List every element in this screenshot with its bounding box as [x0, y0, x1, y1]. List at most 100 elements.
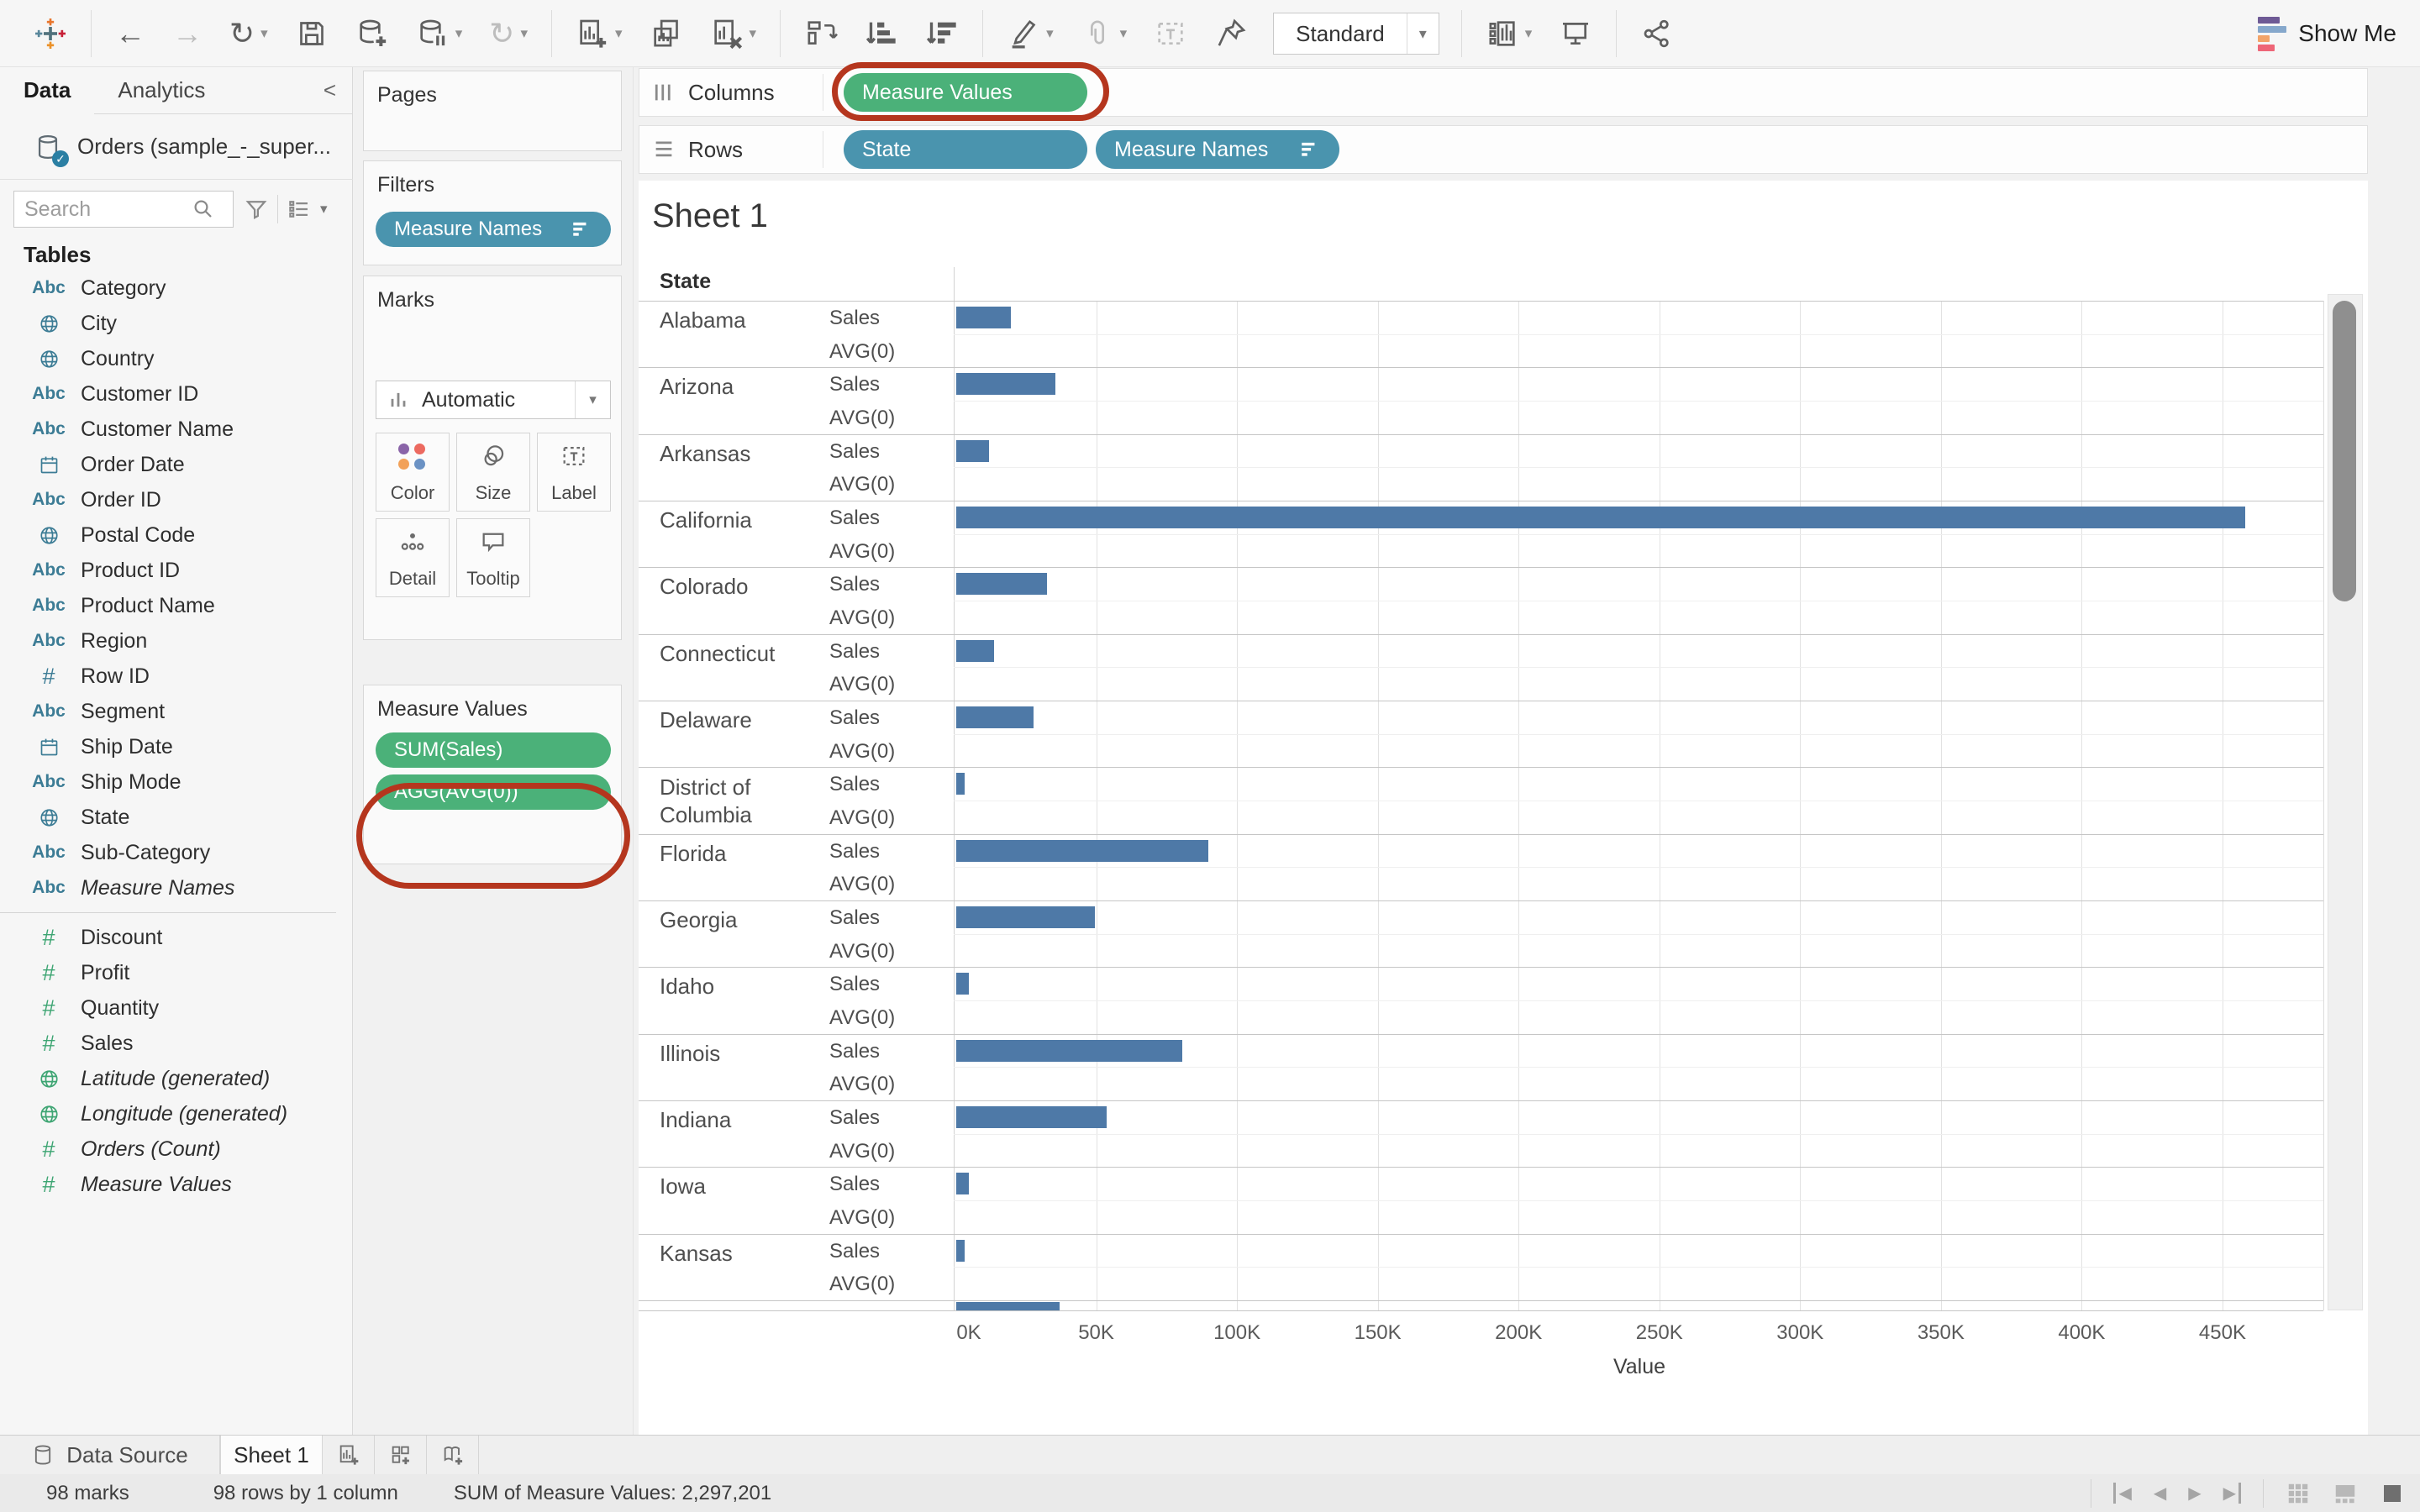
new-story-tab-button[interactable]: [427, 1436, 479, 1474]
measure-name-label[interactable]: AVG(0): [829, 1273, 896, 1296]
field-customer-name[interactable]: Abc Customer Name: [0, 412, 352, 447]
measure-name-label[interactable]: Sales: [829, 906, 881, 929]
tab-sheet-1[interactable]: Sheet 1: [220, 1436, 323, 1474]
field-ship-date[interactable]: Ship Date: [0, 729, 352, 764]
bar-delaware-sales[interactable]: [956, 706, 1034, 728]
bar-colorado-sales[interactable]: [956, 573, 1047, 596]
rows-shelf[interactable]: Rows State Measure Names: [639, 125, 2368, 174]
bar-arizona-sales[interactable]: [956, 373, 1056, 396]
measure-name-label[interactable]: Sales: [829, 839, 881, 863]
state-label[interactable]: Illinois: [660, 1040, 721, 1066]
show-me-button[interactable]: Show Me: [2258, 0, 2396, 67]
new-worksheet-button[interactable]: ▾: [562, 0, 636, 67]
field-row-id[interactable]: # Row ID: [0, 659, 352, 694]
field-sales[interactable]: # Sales: [0, 1026, 352, 1061]
filters-card[interactable]: Filters Measure Names: [363, 160, 622, 265]
clear-sheet-button[interactable]: ▾: [697, 0, 771, 67]
pill-state[interactable]: State: [844, 130, 1087, 169]
search-box[interactable]: [13, 191, 234, 228]
columns-shelf[interactable]: Columns Measure Values: [639, 68, 2368, 117]
tableau-logo[interactable]: [20, 0, 81, 67]
bar-indiana-sales[interactable]: [956, 1106, 1107, 1128]
field-product-id[interactable]: Abc Product ID: [0, 553, 352, 588]
x-axis-title[interactable]: Value: [1612, 1355, 1666, 1378]
field-sub-category[interactable]: Abc Sub-Category: [0, 835, 352, 870]
bar-florida-sales[interactable]: [956, 839, 1208, 862]
bar-georgia-sales[interactable]: [956, 906, 1095, 928]
measure-value-pill[interactable]: AGG(AVG(0)): [376, 774, 611, 810]
field-ship-mode[interactable]: Abc Ship Mode: [0, 764, 352, 800]
field-latitude-generated[interactable]: Latitude (generated): [0, 1061, 352, 1096]
measure-name-label[interactable]: AVG(0): [829, 473, 896, 496]
partial-next-row-bar[interactable]: [956, 1302, 1060, 1310]
measure-name-label[interactable]: Sales: [829, 1039, 881, 1063]
measure-name-label[interactable]: AVG(0): [829, 606, 896, 629]
size-button[interactable]: Size: [456, 433, 530, 512]
bar-arkansas-sales[interactable]: [956, 439, 990, 462]
duplicate-button[interactable]: [636, 0, 697, 67]
measure-name-label[interactable]: AVG(0): [829, 739, 896, 763]
next-page-icon[interactable]: ▶: [2188, 1484, 2202, 1503]
view-as-icon[interactable]: [287, 197, 312, 222]
measure-name-label[interactable]: Sales: [829, 373, 881, 396]
measure-name-label[interactable]: Sales: [829, 573, 881, 596]
bar-alabama-sales[interactable]: [956, 307, 1012, 328]
chevron-down-icon[interactable]: ▾: [320, 201, 328, 217]
tooltip-button[interactable]: Tooltip: [456, 518, 530, 597]
bar-california-sales[interactable]: [956, 507, 2245, 528]
tab-data[interactable]: Data: [0, 67, 95, 115]
marks-card[interactable]: Marks Automatic ▾ Color Size Label Detail To…: [363, 276, 622, 640]
presentation-mode-button[interactable]: [1545, 0, 1606, 67]
tab-analytics[interactable]: Analytics: [118, 77, 206, 102]
vertical-scrollbar-thumb[interactable]: [2333, 301, 2356, 601]
bar-kansas-sales[interactable]: [956, 1239, 965, 1262]
field-country[interactable]: Country: [0, 341, 352, 376]
bar-idaho-sales[interactable]: [956, 973, 969, 995]
refresh-button[interactable]: ↻ ▾: [476, 0, 541, 67]
filter-pill-measure-names[interactable]: Measure Names: [376, 212, 611, 247]
state-label[interactable]: Indiana: [660, 1107, 732, 1132]
datasource-row[interactable]: ✓ Orders (sample_-_super...: [0, 114, 353, 180]
show-mark-labels-button[interactable]: [1140, 0, 1201, 67]
field-measure-names[interactable]: Abc Measure Names: [0, 870, 352, 906]
measure-name-label[interactable]: Sales: [829, 973, 881, 996]
state-label[interactable]: Arizona: [660, 374, 734, 400]
undo-button[interactable]: ←: [102, 0, 159, 67]
color-button[interactable]: Color: [376, 433, 450, 512]
measure-name-label[interactable]: AVG(0): [829, 673, 896, 696]
detail-button[interactable]: Detail: [376, 518, 450, 597]
state-label[interactable]: Delaware: [660, 707, 752, 732]
new-worksheet-tab-button[interactable]: [323, 1436, 375, 1474]
field-longitude-generated[interactable]: Longitude (generated): [0, 1096, 352, 1131]
state-label[interactable]: Alabama: [660, 307, 746, 333]
measure-name-label[interactable]: Sales: [829, 439, 881, 463]
state-label[interactable]: Idaho: [660, 974, 715, 1000]
last-page-icon[interactable]: ▶: [2223, 1483, 2241, 1504]
measure-name-label[interactable]: AVG(0): [829, 1006, 896, 1029]
field-city[interactable]: City: [0, 306, 352, 341]
measure-values-card[interactable]: Measure Values SUM(Sales) AGG(AVG(0)): [363, 685, 622, 864]
measure-name-label[interactable]: AVG(0): [829, 939, 896, 963]
measure-name-label[interactable]: Sales: [829, 1239, 881, 1263]
replay-button[interactable]: ↻ ▾: [216, 0, 281, 67]
pill-measure-names[interactable]: Measure Names: [1096, 130, 1339, 169]
bar-illinois-sales[interactable]: [956, 1039, 1182, 1062]
row-field-header[interactable]: State: [660, 270, 712, 293]
first-page-icon[interactable]: ◀: [2113, 1483, 2132, 1504]
sort-descending-button[interactable]: [912, 0, 972, 67]
label-button[interactable]: Label: [537, 433, 611, 512]
measure-name-label[interactable]: Sales: [829, 773, 881, 796]
state-label[interactable]: Kansas: [660, 1240, 733, 1266]
measure-name-label[interactable]: Sales: [829, 507, 881, 529]
show-sheet-icon[interactable]: [2380, 1481, 2405, 1506]
swap-rows-columns-button[interactable]: [791, 0, 851, 67]
measure-name-label[interactable]: AVG(0): [829, 407, 896, 429]
bar-connecticut-sales[interactable]: [956, 639, 994, 662]
field-order-id[interactable]: Abc Order ID: [0, 482, 352, 517]
state-label[interactable]: Connecticut: [660, 640, 776, 666]
pill-measure-values[interactable]: Measure Values: [844, 73, 1087, 112]
sheet-title[interactable]: Sheet 1: [652, 197, 768, 234]
tab-data-source[interactable]: Data Source: [0, 1436, 220, 1474]
field-quantity[interactable]: # Quantity: [0, 990, 352, 1026]
collapse-pane-icon[interactable]: <: [323, 77, 336, 102]
